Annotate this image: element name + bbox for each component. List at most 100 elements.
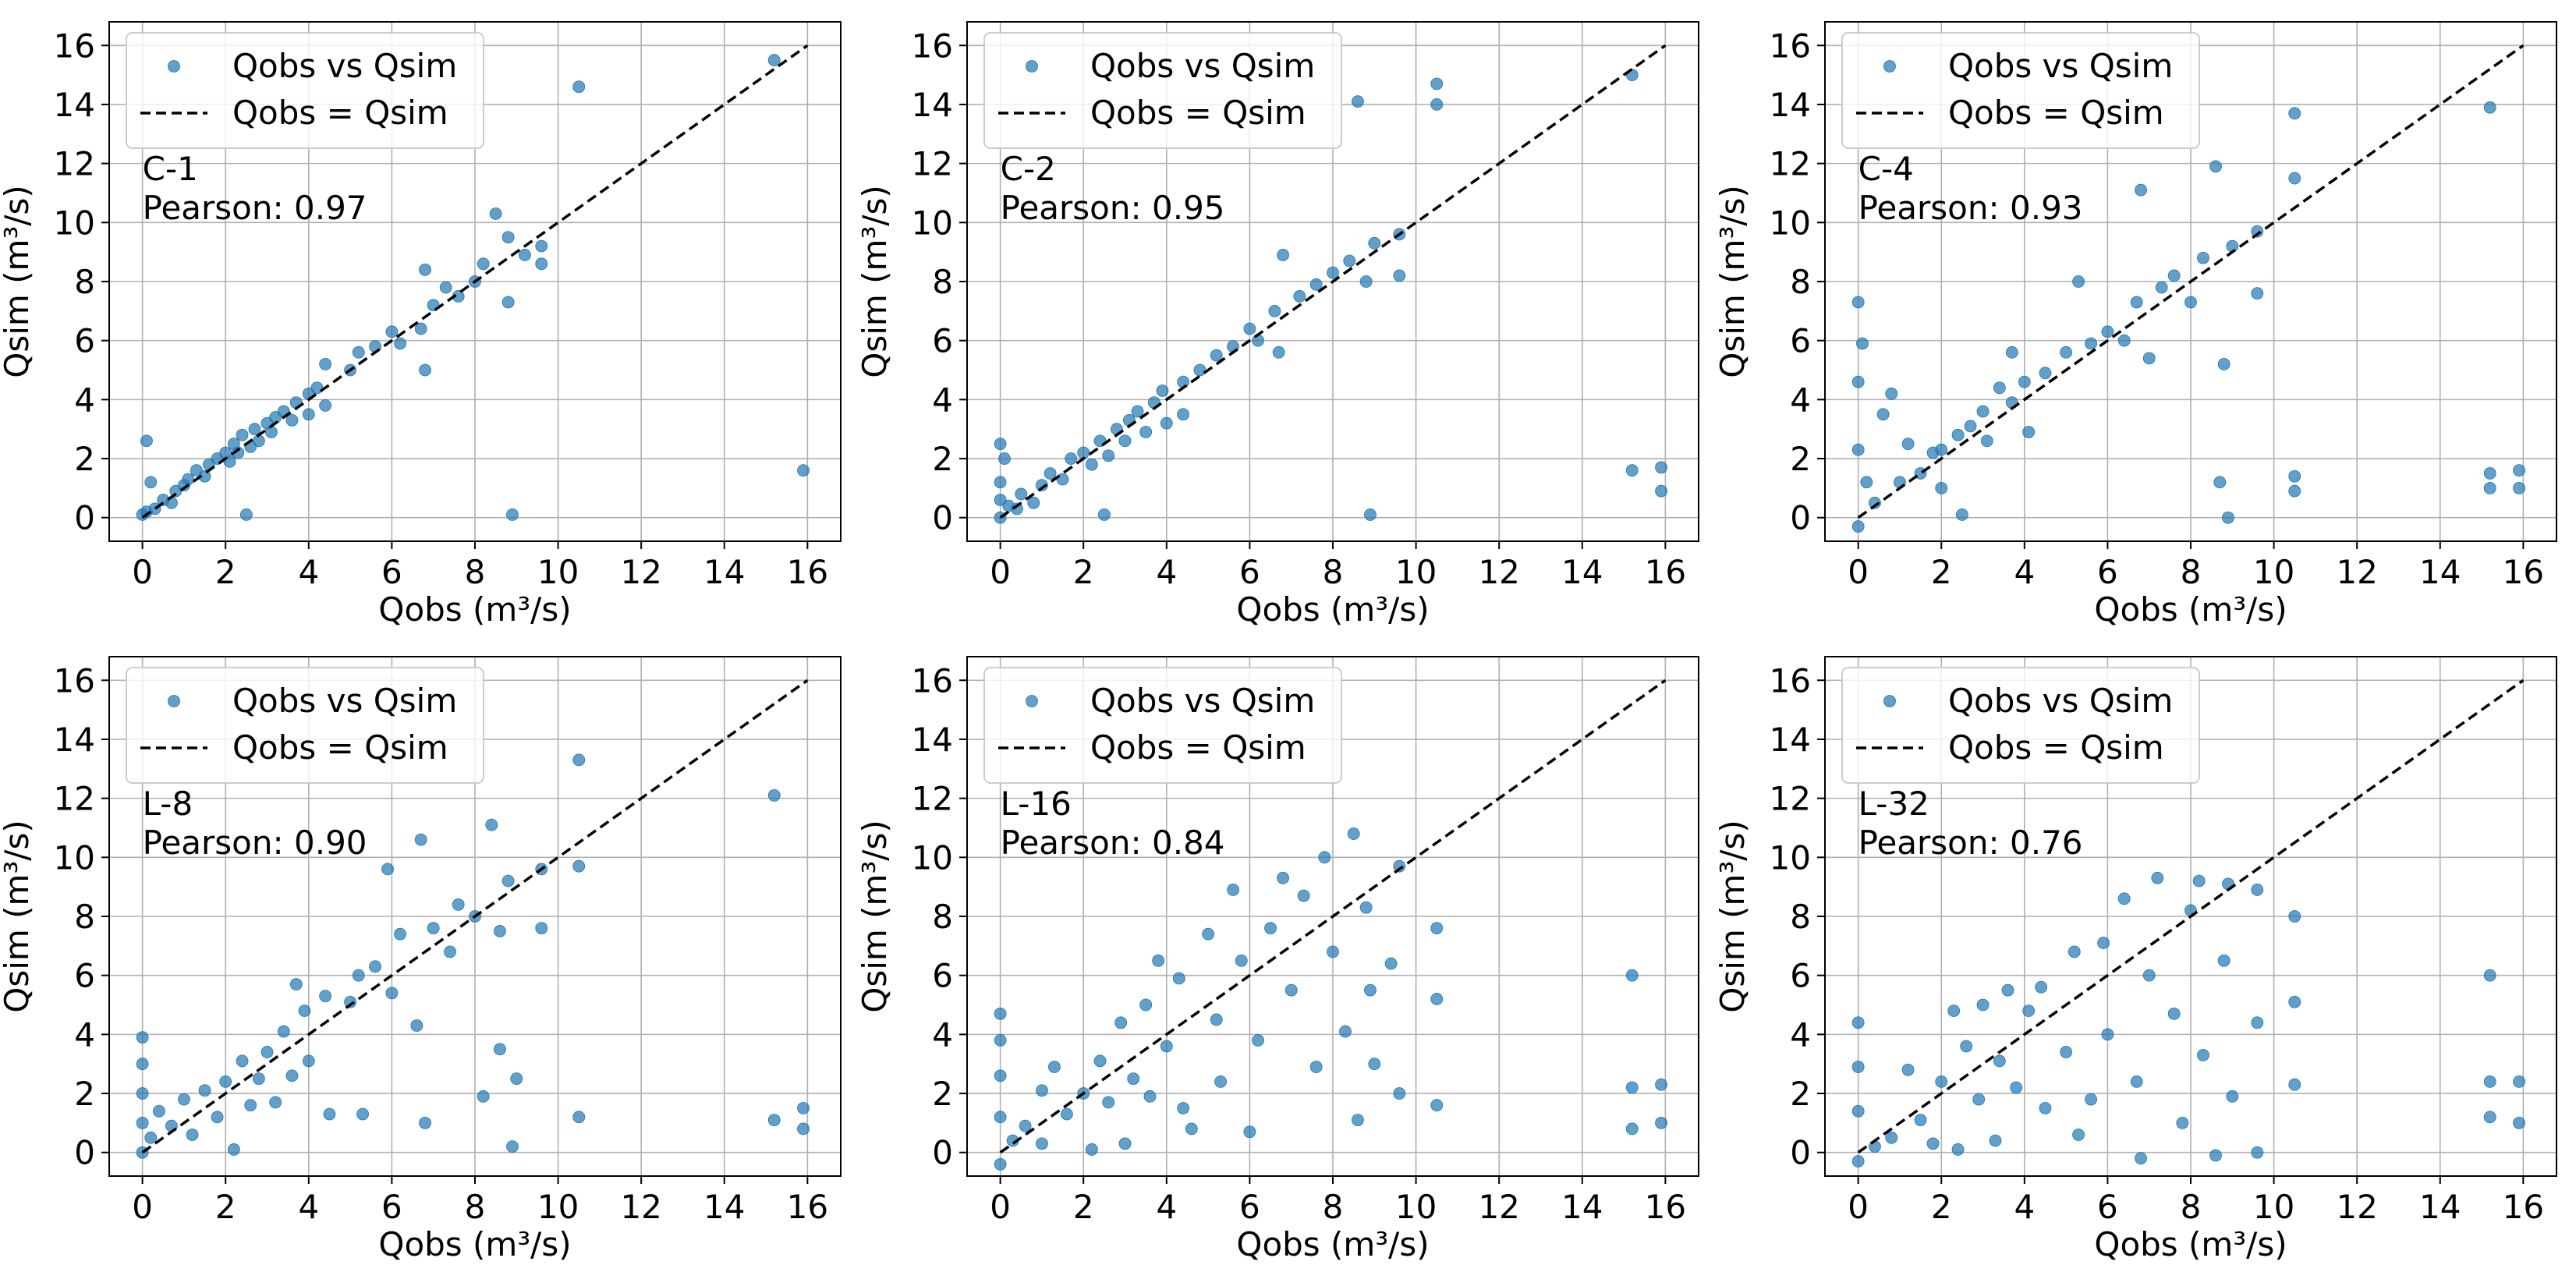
- y-tick-label: 10: [1770, 838, 1811, 877]
- x-tick-label: 10: [1395, 1188, 1437, 1226]
- data-point: [994, 1007, 1007, 1020]
- data-point: [2483, 481, 2496, 494]
- y-axis-label: Qsim (m³/s): [0, 185, 36, 377]
- x-tick-label: 6: [381, 1188, 402, 1226]
- y-axis-label: Qsim (m³/s): [0, 820, 36, 1012]
- x-tick-label: 6: [1239, 553, 1260, 591]
- data-point: [1185, 1122, 1198, 1136]
- data-point: [1368, 236, 1381, 250]
- data-point: [1352, 95, 1364, 108]
- data-point: [2217, 954, 2231, 967]
- x-tick-label: 12: [2336, 553, 2377, 591]
- y-tick-label: 0: [74, 1134, 95, 1172]
- data-point: [1131, 405, 1144, 418]
- y-tick-label: 2: [932, 440, 953, 478]
- data-point: [1327, 266, 1339, 279]
- data-point: [1364, 983, 1377, 997]
- data-point: [178, 1093, 190, 1106]
- y-axis-label: Qsim (m³/s): [856, 185, 894, 377]
- data-point: [239, 508, 253, 521]
- data-point: [767, 54, 781, 67]
- data-point: [994, 1069, 1007, 1082]
- data-point: [236, 428, 249, 441]
- y-tick-label: 10: [912, 204, 953, 242]
- identity-line: [141, 44, 809, 519]
- data-point: [369, 960, 381, 973]
- x-tick-label: 8: [465, 1188, 486, 1226]
- data-point: [767, 788, 781, 802]
- y-tick-label: 0: [1790, 1134, 1811, 1172]
- data-point: [1960, 1040, 1973, 1053]
- legend-label-points: Qobs vs Qsim: [1948, 682, 2173, 720]
- y-tick-label: 14: [1770, 86, 1811, 124]
- data-point: [1430, 993, 1444, 1005]
- scatter-series: [136, 753, 810, 1159]
- y-tick-label: 0: [932, 499, 953, 537]
- data-point: [439, 281, 452, 294]
- identity-line: [999, 44, 1667, 519]
- data-point: [2060, 345, 2073, 359]
- x-axis-label: Qobs (m³/s): [1236, 1225, 1429, 1263]
- data-point: [2072, 1129, 2085, 1141]
- legend-marker-points: [168, 60, 180, 73]
- data-point: [1625, 1081, 1639, 1094]
- data-point: [1019, 1119, 1032, 1132]
- identity-line: [999, 679, 1667, 1154]
- data-point: [1885, 387, 1898, 400]
- x-tick-label: 12: [620, 1188, 661, 1226]
- data-point: [1036, 1084, 1048, 1097]
- data-point: [2135, 183, 2147, 197]
- x-tick-label: 12: [1478, 1188, 1519, 1226]
- legend: Qobs vs Qsim Qobs = Qsim: [983, 32, 1342, 149]
- x-tick-label: 16: [1645, 553, 1686, 591]
- data-point: [998, 452, 1011, 465]
- data-point: [2288, 107, 2301, 120]
- data-point: [501, 231, 515, 244]
- data-point: [506, 508, 519, 521]
- data-point: [2117, 892, 2131, 905]
- data-point: [344, 995, 357, 1008]
- data-point: [2101, 325, 2114, 338]
- x-tick-label: 2: [1073, 1188, 1094, 1226]
- data-point: [2022, 1004, 2036, 1017]
- data-point: [427, 922, 440, 935]
- data-point: [1027, 496, 1040, 509]
- legend-label-points: Qobs vs Qsim: [1090, 682, 1315, 720]
- data-point: [2209, 160, 2222, 173]
- data-point: [323, 1107, 336, 1121]
- data-point: [489, 207, 502, 220]
- data-point: [2288, 469, 2301, 483]
- data-point: [289, 978, 303, 990]
- data-point: [1655, 1116, 1667, 1129]
- y-tick-label: 6: [932, 322, 953, 360]
- data-point: [1851, 1061, 1865, 1073]
- y-tick-label: 10: [54, 204, 95, 242]
- x-tick-label: 4: [2014, 553, 2035, 591]
- y-tick-label: 4: [1790, 381, 1811, 419]
- y-tick-label: 14: [912, 86, 953, 124]
- y-tick-label: 12: [1770, 145, 1811, 183]
- data-point: [419, 1116, 431, 1129]
- data-point: [1214, 1075, 1228, 1088]
- x-axis-label: Qobs (m³/s): [378, 1225, 571, 1263]
- y-axis-label: Qsim (m³/s): [856, 820, 894, 1012]
- data-point: [494, 1043, 506, 1056]
- data-point: [186, 1129, 199, 1141]
- x-tick-label: 0: [132, 553, 153, 591]
- data-point: [2513, 464, 2525, 477]
- data-point: [2097, 937, 2110, 949]
- data-point: [1976, 405, 1990, 418]
- data-point: [1044, 467, 1057, 480]
- legend-label-points: Qobs vs Qsim: [232, 47, 457, 85]
- subplot-l-8: 0 2 4 6 8 10 12 14 16 0 2 4 6 8 10 12 14 16 Qobs (m³/s) Qsi…: [0, 656, 842, 1263]
- data-point: [1359, 901, 1373, 914]
- y-tick-label: 4: [932, 381, 953, 419]
- data-point: [1430, 1099, 1444, 1112]
- y-tick-label: 16: [54, 661, 95, 700]
- data-point: [1177, 408, 1190, 421]
- data-point: [248, 423, 261, 436]
- data-point: [2176, 1116, 2189, 1129]
- legend: Qobs vs Qsim Qobs = Qsim: [1841, 32, 2200, 149]
- data-point: [2226, 239, 2239, 253]
